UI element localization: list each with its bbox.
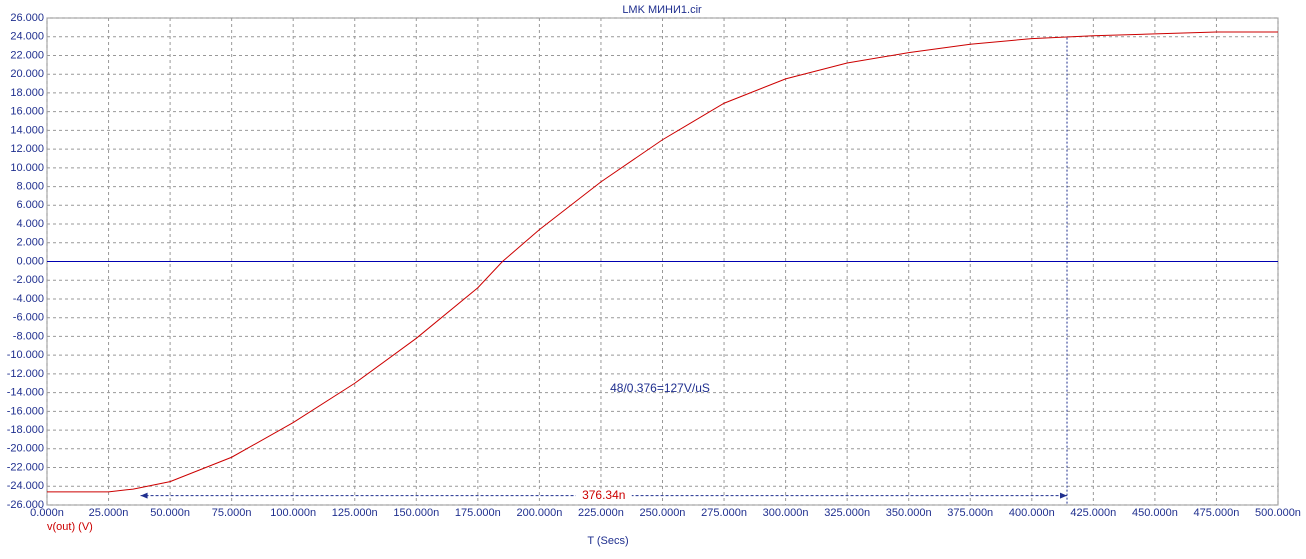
y-tick-label: -16.000 xyxy=(7,405,44,417)
x-tick-label: 100.000n xyxy=(270,507,316,519)
y-tick-label: 26.000 xyxy=(10,12,44,24)
x-tick-label: 500.000n xyxy=(1255,507,1301,519)
y-tick-label: 4.000 xyxy=(16,218,44,230)
y-tick-label: -4.000 xyxy=(13,293,44,305)
x-tick-label: 475.000n xyxy=(1194,507,1240,519)
y-tick-label: 14.000 xyxy=(10,124,44,136)
y-tick-label: -22.000 xyxy=(7,461,44,473)
y-tick-label: -6.000 xyxy=(13,312,44,324)
x-tick-label: 50.000n xyxy=(150,507,190,519)
y-tick-label: 6.000 xyxy=(16,199,44,211)
x-tick-label: 400.000n xyxy=(1009,507,1055,519)
y-tick-label: 24.000 xyxy=(10,31,44,43)
chart-title: LMK МИНИ1.cir xyxy=(622,4,702,16)
x-tick-label: 225.000n xyxy=(578,507,624,519)
y-tick-label: 20.000 xyxy=(10,68,44,80)
x-tick-label: 450.000n xyxy=(1132,507,1178,519)
x-tick-label: 300.000n xyxy=(763,507,809,519)
x-tick-label: 175.000n xyxy=(455,507,501,519)
x-tick-label: 375.000n xyxy=(947,507,993,519)
y-tick-label: 0.000 xyxy=(16,255,44,267)
y-tick-label: -24.000 xyxy=(7,480,44,492)
x-tick-label: 325.000n xyxy=(824,507,870,519)
y-tick-label: -18.000 xyxy=(7,424,44,436)
y-tick-label: -10.000 xyxy=(7,349,44,361)
y-tick-label: 8.000 xyxy=(16,180,44,192)
x-tick-label: 0.000n xyxy=(30,507,64,519)
y-tick-label: 12.000 xyxy=(10,143,44,155)
x-tick-label: 350.000n xyxy=(886,507,932,519)
y-tick-label: -26.000 xyxy=(7,499,44,511)
dimension-label-bg xyxy=(575,488,632,503)
series-line xyxy=(47,31,1278,493)
legend-entry: v(out) (V) xyxy=(47,521,93,533)
y-tick-label: 18.000 xyxy=(10,87,44,99)
y-tick-label: -8.000 xyxy=(13,330,44,342)
y-tick-label: -14.000 xyxy=(7,387,44,399)
x-tick-label: 200.000n xyxy=(516,507,562,519)
x-tick-label: 250.000n xyxy=(640,507,686,519)
dimension-label: 376.34n xyxy=(582,488,625,502)
y-tick-label: -20.000 xyxy=(7,443,44,455)
x-tick-label: 425.000n xyxy=(1070,507,1116,519)
y-tick-label: -2.000 xyxy=(13,274,44,286)
annotation: 48/0.376=127V/uS xyxy=(610,381,710,395)
x-tick-label: 275.000n xyxy=(701,507,747,519)
x-tick-label: 25.000n xyxy=(89,507,129,519)
y-tick-label: -12.000 xyxy=(7,368,44,380)
x-tick-label: 75.000n xyxy=(212,507,252,519)
y-tick-label: 22.000 xyxy=(10,49,44,61)
y-tick-label: 2.000 xyxy=(16,237,44,249)
x-tick-label: 150.000n xyxy=(393,507,439,519)
x-axis-label: T (Secs) xyxy=(587,535,628,547)
x-tick-label: 125.000n xyxy=(332,507,378,519)
y-tick-label: 16.000 xyxy=(10,106,44,118)
y-tick-label: 10.000 xyxy=(10,162,44,174)
